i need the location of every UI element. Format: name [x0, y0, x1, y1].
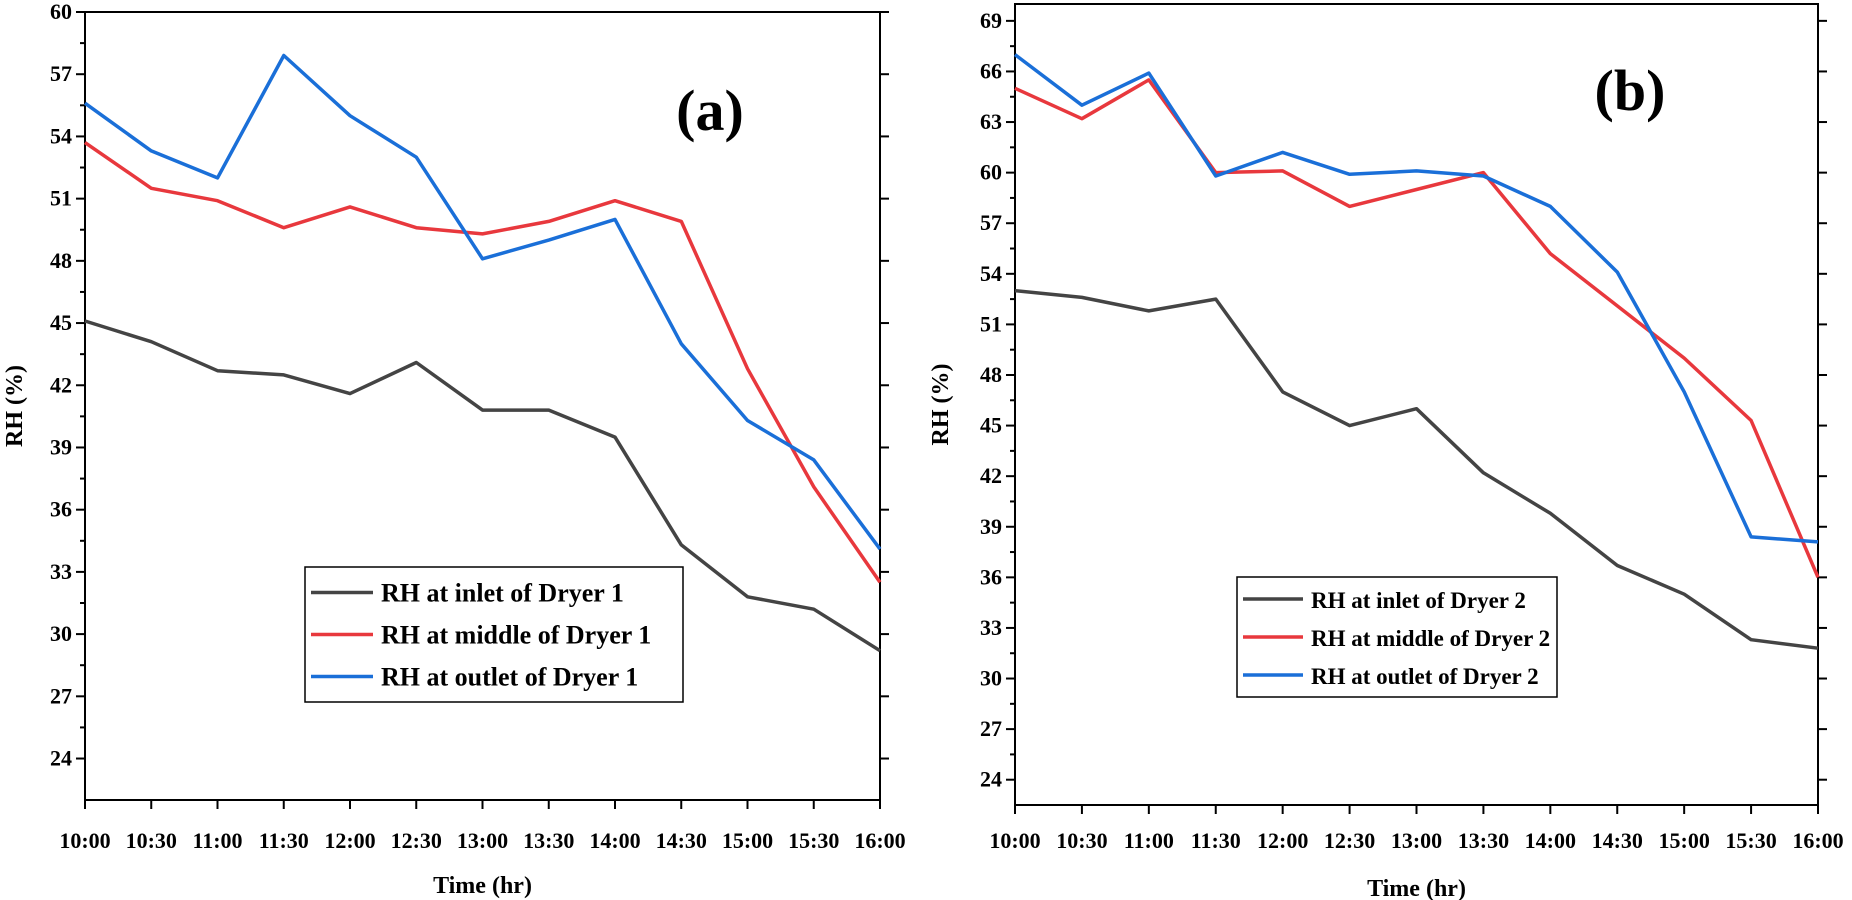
y-tick-label: 45: [50, 310, 72, 335]
x-tick-label: 15:30: [788, 828, 839, 853]
y-tick-label: 63: [980, 109, 1002, 134]
y-tick-label: 39: [50, 434, 72, 459]
y-tick-label: 57: [980, 210, 1002, 235]
series-line-1: [1014, 288, 1819, 650]
x-tick-label: 14:30: [1592, 828, 1643, 853]
x-tick-label: 12:30: [1324, 828, 1375, 853]
x-tick-label: 10:30: [1056, 828, 1107, 853]
y-tick-label: 33: [50, 559, 72, 584]
x-tick-label: 11:00: [1124, 828, 1174, 853]
y-tick-label: 51: [980, 311, 1002, 336]
y-tick-label: 42: [50, 372, 72, 397]
y-tick-label: 60: [50, 0, 72, 24]
y-tick-label: 33: [980, 615, 1002, 640]
legend: RH at inlet of Dryer 2 RH at middle of Dr…: [1236, 576, 1558, 698]
chart-panel-a: 24 27 30 33 36 39 42 45 48 51 54 57 60 10:00 10:30 11:0…: [2, 0, 906, 899]
chart-panel-b: 24 27 30 33 36 39 42 45 48 51 54 57 60 63 66 69 10:00 10:…: [928, 3, 1844, 900]
x-tick-label: 15:00: [1659, 828, 1710, 853]
x-tick-label: 13:30: [1458, 828, 1509, 853]
y-tick-label: 42: [980, 463, 1002, 488]
y-tick-label: 69: [980, 8, 1002, 33]
y-tick-label: 36: [980, 564, 1002, 589]
x-tick-label: 11:30: [1191, 828, 1241, 853]
x-tick-label: 12:00: [324, 828, 375, 853]
x-tick-label: 10:00: [989, 828, 1040, 853]
x-tick-label: 10:00: [59, 828, 110, 853]
y-tick-label: 57: [50, 61, 72, 86]
legend-entry: RH at outlet of Dryer 2: [1311, 664, 1539, 689]
y-tick-label: 36: [50, 497, 72, 522]
x-tick-label: 15:00: [722, 828, 773, 853]
y-tick-label: 54: [980, 261, 1002, 286]
x-tick-label: 12:00: [1257, 828, 1308, 853]
y-tick-label: 30: [50, 621, 72, 646]
panel-label: (b): [1595, 58, 1666, 123]
x-tick-label: 16:00: [1792, 828, 1843, 853]
legend-entry: RH at middle of Dryer 1: [381, 621, 651, 650]
x-tick-label: 13:00: [1391, 828, 1442, 853]
y-tick-label: 24: [50, 746, 72, 771]
series-line-1: [84, 319, 881, 653]
x-tick-label: 13:30: [523, 828, 574, 853]
y-axis-title: RH (%): [2, 365, 28, 447]
legend-entry: RH at outlet of Dryer 1: [381, 663, 638, 692]
panel-label: (a): [676, 78, 744, 143]
y-tick-label: 45: [980, 413, 1002, 438]
x-tick-label: 11:30: [259, 828, 309, 853]
x-tick-label: 12:30: [391, 828, 442, 853]
x-tick-label: 14:00: [1525, 828, 1576, 853]
y-tick-label: 48: [50, 248, 72, 273]
y-tick-label: 30: [980, 666, 1002, 691]
y-tick-label: 51: [50, 186, 72, 211]
x-tick-label: 13:00: [457, 828, 508, 853]
y-tick-label: 54: [50, 123, 72, 148]
series-line-3: [83, 53, 882, 551]
legend: RH at inlet of Dryer 1 RH at middle of Dr…: [304, 566, 684, 703]
y-axis-title: RH (%): [928, 364, 954, 446]
x-tick-label: 11:00: [192, 828, 242, 853]
x-axis-title: Time (hr): [433, 873, 532, 899]
y-tick-label: 60: [980, 160, 1002, 185]
y-tick-label: 66: [980, 58, 1002, 83]
y-tick-label: 27: [50, 683, 72, 708]
legend-entry: RH at middle of Dryer 2: [1311, 626, 1550, 651]
y-tick-label: 39: [980, 514, 1002, 539]
x-tick-label: 10:30: [126, 828, 177, 853]
legend-entry: RH at inlet of Dryer 2: [1311, 588, 1526, 613]
x-tick-label: 14:30: [656, 828, 707, 853]
y-tick-label: 48: [980, 362, 1002, 387]
x-axis-title: Time (hr): [1367, 876, 1466, 900]
x-tick-label: 14:00: [589, 828, 640, 853]
y-tick-label: 24: [980, 767, 1002, 792]
legend-entry: RH at inlet of Dryer 1: [381, 579, 624, 608]
x-tick-label: 16:00: [854, 828, 905, 853]
series-line-2: [1014, 78, 1820, 578]
series-line-2: [84, 141, 882, 584]
y-tick-label: 27: [980, 716, 1002, 741]
x-tick-label: 15:30: [1725, 828, 1776, 853]
series-line-3: [1013, 53, 1819, 544]
